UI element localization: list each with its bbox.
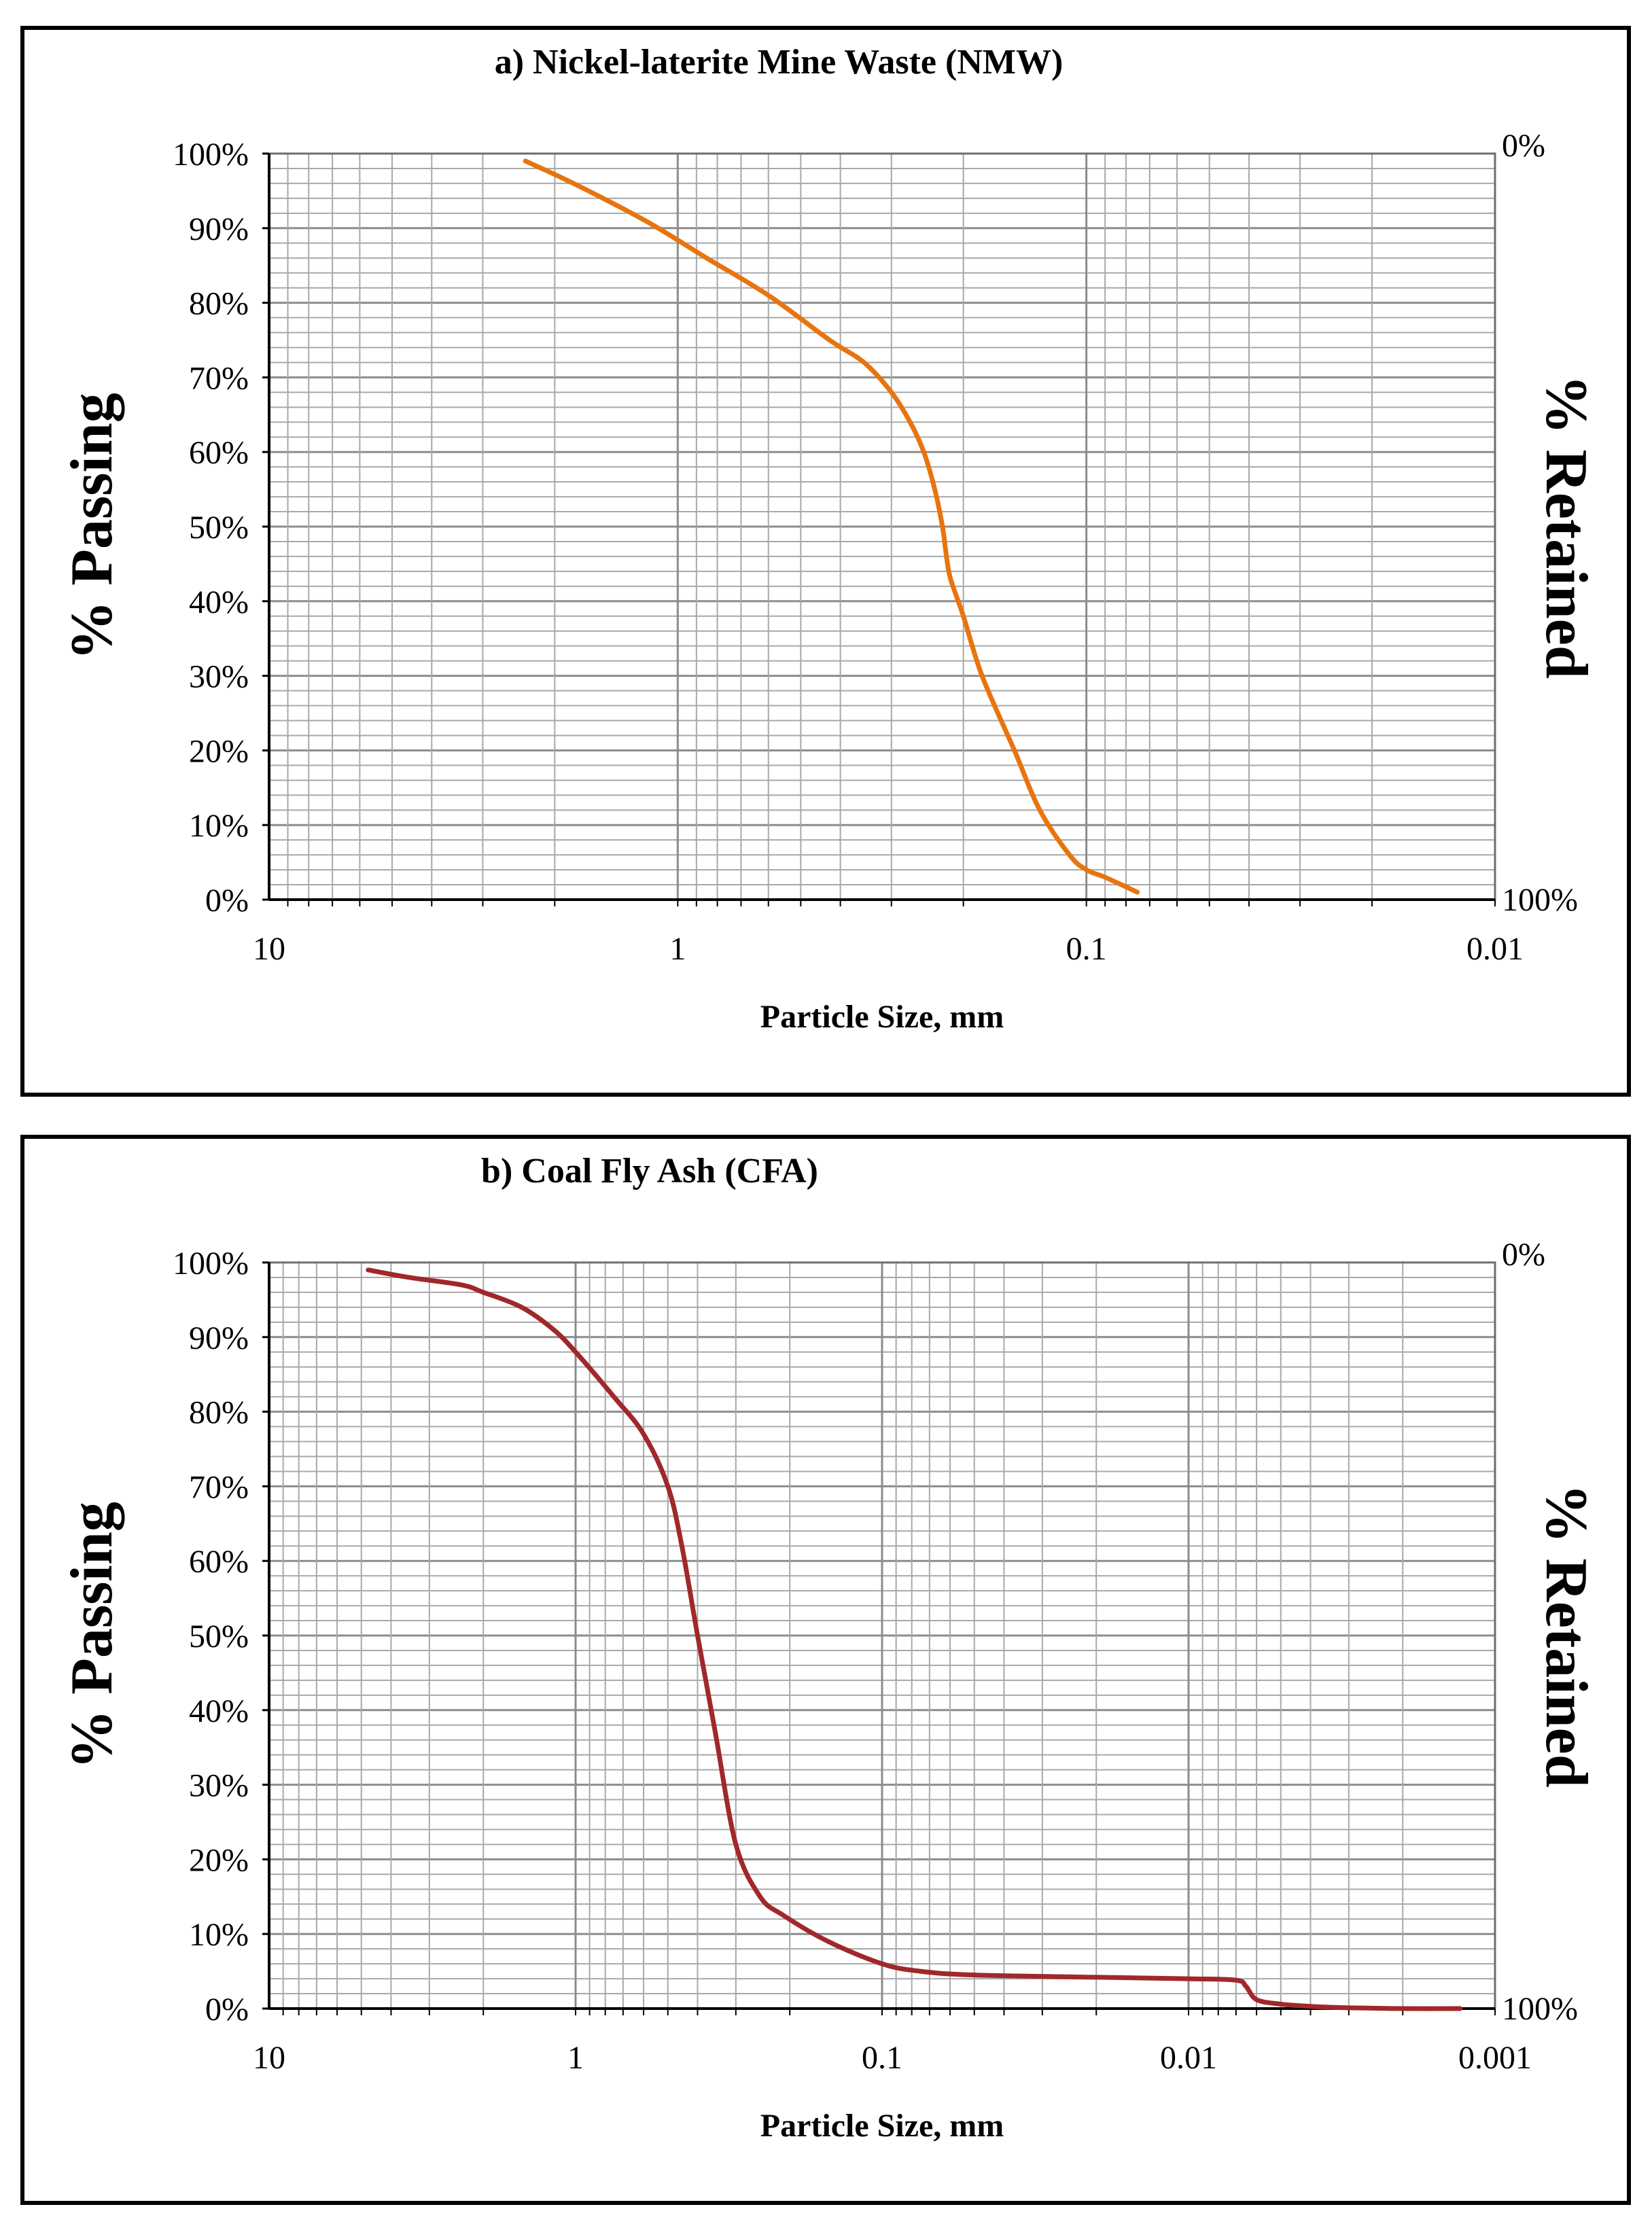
chart-panel-nmw: 0% 10% 20% 30% 40% 50% 60% 70% 80% 90% 100% 10 1 0.1 0…	[20, 26, 1631, 1097]
x-tick-label: 10	[253, 931, 285, 967]
y-tick-label: 100%	[173, 137, 249, 173]
y-tick-label: 0%	[205, 883, 249, 919]
chart-svg-nmw: 0% 10% 20% 30% 40% 50% 60% 70% 80% 90% 100% 10 1 0.1 0…	[59, 43, 1599, 1035]
x-axis-title: Particle Size, mm	[760, 999, 1004, 1035]
chart-title: a) Nickel-laterite Mine Waste (NMW)	[495, 43, 1064, 82]
x-tick-label: 1	[669, 931, 686, 967]
y-tick-label: 80%	[189, 286, 249, 322]
x-axis-title: Particle Size, mm	[760, 2108, 1004, 2144]
y2-tick-label: 100%	[1502, 1991, 1578, 2027]
y-tick-label: 40%	[189, 584, 249, 620]
x-tick-label: 0.01	[1160, 2040, 1217, 2076]
y-axis-title: % Passing	[59, 1502, 125, 1769]
chart-panel-cfa: 0% 10% 20% 30% 40% 50% 60% 70% 80% 90% 100% 10 1 0.1 0…	[20, 1135, 1631, 2205]
x-tick-label: 10	[253, 2040, 285, 2076]
y-tick-label: 90%	[189, 1320, 249, 1356]
y-tick-label: 0%	[205, 1992, 249, 2028]
x-tick-label: 0.1	[862, 2040, 902, 2076]
y-tick-label: 50%	[189, 1619, 249, 1655]
y-tick-label: 40%	[189, 1693, 249, 1729]
y-axis-title: % Passing	[59, 393, 125, 660]
y2-tick-label: 0%	[1502, 1237, 1545, 1273]
y-tick-label: 80%	[189, 1395, 249, 1431]
x-tick-label: 0.001	[1458, 2040, 1532, 2076]
y-tick-label: 70%	[189, 1469, 249, 1505]
series-line-cfa	[366, 1267, 1463, 2011]
chart-title: b) Coal Fly Ash (CFA)	[481, 1152, 818, 1190]
x-tick-label: 0.01	[1466, 931, 1524, 967]
y-tick-label: 10%	[189, 1917, 249, 1953]
y-tick-label: 60%	[189, 435, 249, 471]
y-tick-label: 30%	[189, 659, 249, 695]
y-tick-label: 70%	[189, 360, 249, 396]
series-line-nmw	[523, 158, 1140, 895]
y-tick-label: 100%	[173, 1246, 249, 1282]
y-tick-label: 30%	[189, 1768, 249, 1804]
chart-svg-cfa: 0% 10% 20% 30% 40% 50% 60% 70% 80% 90% 100% 10 1 0.1 0…	[59, 1152, 1599, 2144]
x-tick-label: 1	[567, 2040, 584, 2076]
y-tick-label: 20%	[189, 733, 249, 769]
y2-axis-title: % Retained	[1533, 374, 1599, 678]
y2-axis-title: % Retained	[1533, 1483, 1599, 1787]
y-tick-label: 50%	[189, 510, 249, 546]
y-tick-label: 20%	[189, 1842, 249, 1878]
y-tick-label: 10%	[189, 808, 249, 844]
y2-tick-label: 100%	[1502, 882, 1578, 918]
y-tick-label: 60%	[189, 1544, 249, 1580]
y-tick-label: 90%	[189, 211, 249, 247]
y2-tick-label: 0%	[1502, 128, 1545, 164]
x-tick-label: 0.1	[1066, 931, 1107, 967]
